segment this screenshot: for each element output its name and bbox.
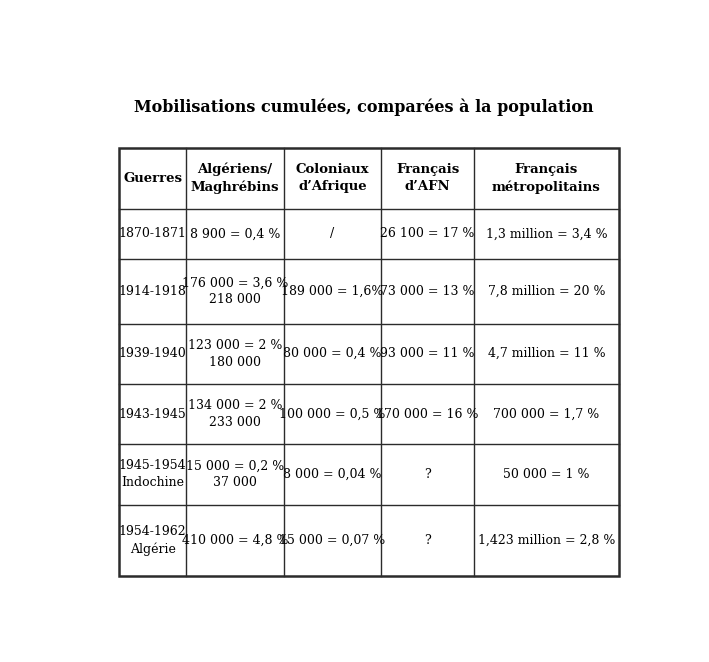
Text: Français
métropolitains: Français métropolitains: [492, 163, 601, 194]
Text: 1945-1954
Indochine: 1945-1954 Indochine: [119, 459, 186, 489]
Text: 189 000 = 1,6%: 189 000 = 1,6%: [281, 285, 384, 298]
Text: Français
d’AFN: Français d’AFN: [396, 164, 459, 193]
Text: 1954-1962
Algérie: 1954-1962 Algérie: [119, 525, 186, 556]
Text: Mobilisations cumulées, comparées à la population: Mobilisations cumulées, comparées à la p…: [133, 99, 593, 117]
Text: 1870-1871: 1870-1871: [118, 227, 186, 240]
Text: 73 000 = 13 %: 73 000 = 13 %: [380, 285, 475, 298]
Text: 1943-1945: 1943-1945: [118, 408, 186, 420]
Text: Algériens/
Maghrébins: Algériens/ Maghrébins: [191, 163, 279, 194]
Text: Guerres: Guerres: [123, 172, 182, 185]
Text: 4,7 million = 11 %: 4,7 million = 11 %: [488, 348, 605, 360]
Text: 15 000 = 0,2 %
37 000: 15 000 = 0,2 % 37 000: [186, 459, 284, 489]
Text: 100 000 = 0,5 %: 100 000 = 0,5 %: [279, 408, 386, 420]
Text: ?: ?: [424, 534, 431, 547]
Text: 123 000 = 2 %
180 000: 123 000 = 2 % 180 000: [188, 339, 282, 369]
Text: 8 900 = 0,4 %: 8 900 = 0,4 %: [190, 227, 280, 240]
Text: 700 000 = 1,7 %: 700 000 = 1,7 %: [493, 408, 600, 420]
Text: ?: ?: [424, 468, 431, 481]
Text: 1,423 million = 2,8 %: 1,423 million = 2,8 %: [478, 534, 615, 547]
Text: 176 000 = 3,6 %
218 000: 176 000 = 3,6 % 218 000: [182, 276, 289, 307]
Text: 170 000 = 16 %: 170 000 = 16 %: [376, 408, 479, 420]
Text: 7,8 million = 20 %: 7,8 million = 20 %: [488, 285, 605, 298]
Text: Coloniaux
d’Afrique: Coloniaux d’Afrique: [296, 164, 369, 193]
Text: 8 000 = 0,04 %: 8 000 = 0,04 %: [284, 468, 382, 481]
Text: 410 000 = 4,8 %: 410 000 = 4,8 %: [182, 534, 289, 547]
Text: 93 000 = 11 %: 93 000 = 11 %: [380, 348, 475, 360]
Text: 15 000 = 0,07 %: 15 000 = 0,07 %: [279, 534, 386, 547]
Text: 50 000 = 1 %: 50 000 = 1 %: [503, 468, 590, 481]
Text: 1,3 million = 3,4 %: 1,3 million = 3,4 %: [486, 227, 607, 240]
Text: 26 100 = 17 %: 26 100 = 17 %: [381, 227, 475, 240]
Text: 134 000 = 2 %
233 000: 134 000 = 2 % 233 000: [188, 399, 282, 429]
Text: 80 000 = 0,4 %: 80 000 = 0,4 %: [284, 348, 382, 360]
Text: 1939-1940: 1939-1940: [118, 348, 186, 360]
Text: /: /: [330, 227, 335, 240]
Bar: [119, 148, 619, 577]
Text: 1914-1918: 1914-1918: [118, 285, 186, 298]
